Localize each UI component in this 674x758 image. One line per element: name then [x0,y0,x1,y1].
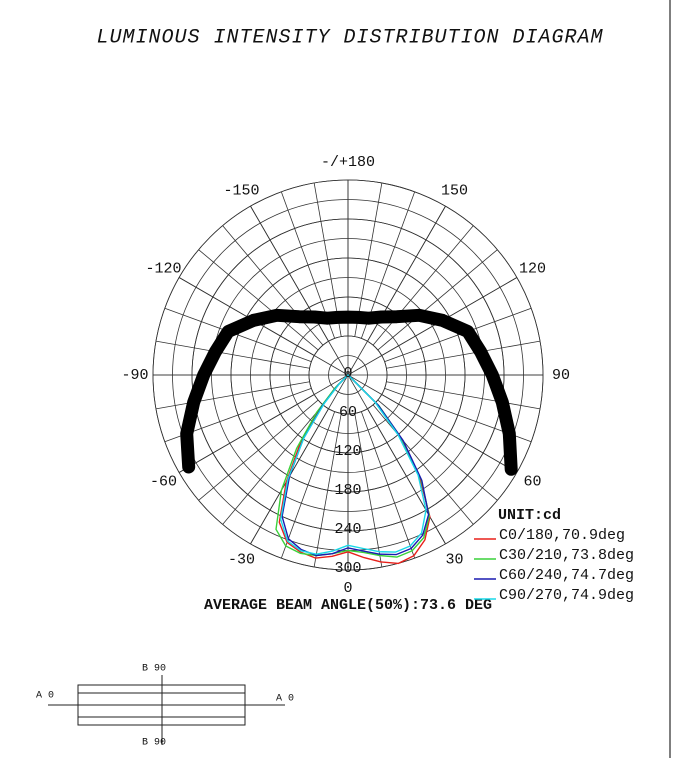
angle-tick-label: -150 [223,183,259,200]
diagram-label: A 0 [36,691,54,702]
angle-tick-label: 60 [523,473,541,490]
diagram-label: B 90 [142,664,166,675]
spoke [386,340,541,369]
angle-tick-label: 150 [441,183,468,200]
angle-tick-label: -120 [146,260,182,277]
intensity-curve [280,374,427,555]
spoke [198,399,319,501]
chart-title: LUMINOUS INTENSITY DISTRIBUTION DIAGRAM [96,26,603,49]
angle-tick-label: -60 [150,473,177,490]
spoke [360,411,416,559]
legend-label: C30/210,73.8deg [499,547,634,564]
angle-tick [250,374,349,545]
legend-label: C0/180,70.9deg [499,527,625,544]
spoke [386,381,541,410]
intensity-curve [180,308,518,476]
spoke [198,249,319,351]
spoke [164,307,312,363]
radial-tick-label: 180 [334,482,361,499]
unit-label: UNIT:cd [498,507,561,524]
spoke [377,249,498,351]
angle-tick-label: -30 [228,551,255,568]
spoke [313,413,342,568]
spoke [222,225,324,346]
angle-tick-label: 90 [552,367,570,384]
legend-label: C60/240,74.7deg [499,567,634,584]
angle-tick [250,205,349,376]
spoke [222,404,324,525]
spoke [377,399,498,501]
angle-tick-label: -90 [121,367,148,384]
orientation-diagram: B 90 B 90 A 0 A 0 [36,664,294,749]
angle-tick-label: 30 [445,551,463,568]
beam-angle-note: AVERAGE BEAM ANGLE(50%):73.6 DEG [204,597,492,614]
spoke [354,413,383,568]
spoke [155,340,310,369]
legend-label: C90/270,74.9deg [499,587,634,604]
angle-tick-label: 0 [343,580,352,597]
spoke [280,411,336,559]
angle-tick [347,277,518,376]
radial-tick-label: 240 [334,521,361,538]
angle-tick [347,374,518,473]
angle-tick-label: 120 [519,260,546,277]
angle-tick-label: -/+180 [321,154,375,171]
radial-tick-label: 120 [334,443,361,460]
angle-tick [178,277,349,376]
angle-tick [347,205,446,376]
radial-tick-label: 300 [334,560,361,577]
diagram-label: B 90 [142,738,166,749]
angle-tick [178,374,349,473]
spoke [372,404,474,525]
diagram-label: A 0 [276,694,294,705]
radial-tick-label: 0 [343,365,352,382]
spoke [155,381,310,410]
radial-tick-label: 60 [339,404,357,421]
spoke [384,307,532,363]
spoke [372,225,474,346]
